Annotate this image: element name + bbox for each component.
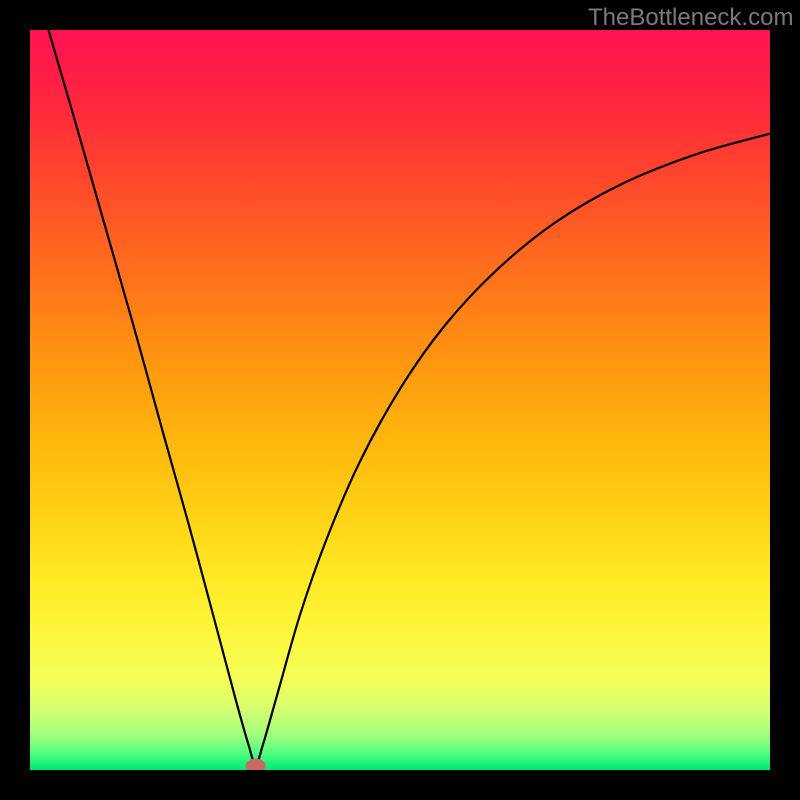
gradient-background bbox=[30, 30, 770, 770]
watermark-text: TheBottleneck.com bbox=[588, 4, 793, 32]
bottleneck-chart bbox=[30, 30, 770, 770]
